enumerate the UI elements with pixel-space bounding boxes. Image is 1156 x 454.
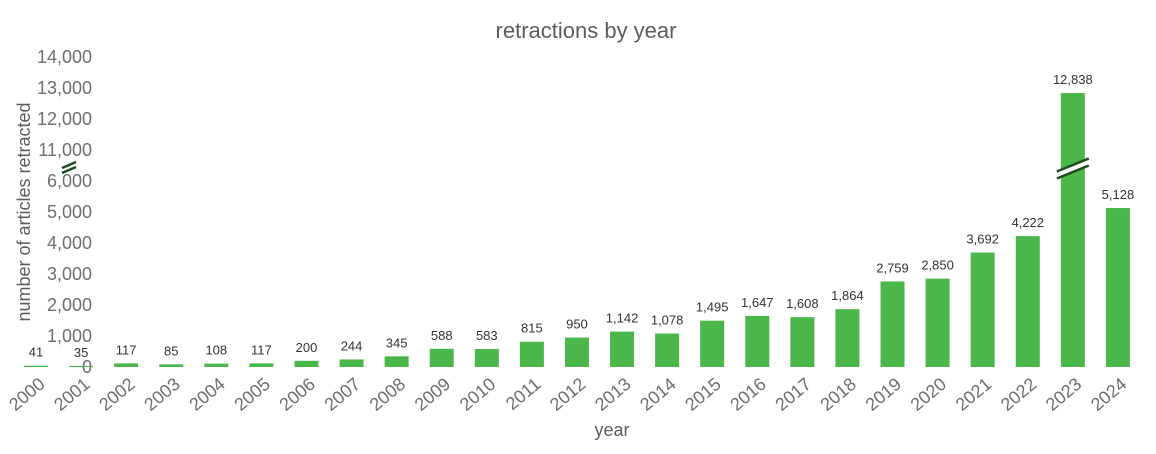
x-tick-label: 2023 [1042,374,1086,415]
bar-2012 [564,337,589,367]
bar-2010 [474,348,499,367]
y-tick-label: 12,000 [37,109,92,129]
y-tick-label: 1,000 [47,326,92,346]
x-tick-label: 2019 [862,374,906,415]
bar-2013 [610,331,635,367]
x-tick-label: 2013 [591,374,635,415]
bar-2000 [24,365,48,367]
data-label: 108 [205,343,227,358]
data-label: 12,838 [1053,72,1093,87]
data-label: 1,608 [786,296,819,311]
data-label: 117 [116,342,137,357]
y-tick-label: 4,000 [47,233,92,253]
data-label: 2,759 [876,260,909,275]
bar-2001 [69,365,94,367]
bar-2008 [384,356,409,367]
x-tick-label: 2002 [95,374,139,415]
bar-2015 [700,320,725,367]
x-tick-label: 2008 [366,374,410,415]
y-tick-label: 3,000 [47,264,92,284]
x-tick-label: 2003 [140,374,184,415]
bar-2003 [159,364,184,367]
x-tick-label: 2009 [411,374,455,415]
x-tick-label: 2000 [5,374,49,415]
x-tick-label: 2004 [185,374,229,415]
bar-2014 [655,333,680,367]
data-label: 2,850 [921,258,954,273]
bar-break-icon [1056,164,1090,180]
x-tick-label: 2022 [997,374,1041,415]
y-axis-label: number of articles retracted [14,102,34,321]
data-label: 583 [476,328,498,343]
bar-2017 [790,317,815,367]
y-tick-label: 5,000 [47,202,92,222]
bar-2005 [249,363,274,367]
x-tick-label: 2011 [502,374,545,414]
bar-2011 [519,341,544,367]
y-tick-label: 13,000 [37,78,92,98]
y-tick-label: 14,000 [37,47,92,67]
bar-2018 [835,309,860,367]
data-label: 4,222 [1011,215,1044,230]
x-tick-label: 2021 [952,374,996,415]
x-tick-label: 2012 [546,374,590,415]
data-label: 1,142 [606,311,639,326]
x-tick-label: 2018 [816,374,860,415]
bar-2020 [925,278,950,367]
axis-break-icon [61,165,77,175]
bar-2021 [970,252,995,367]
y-tick-label: 6,000 [47,171,92,191]
bar-2006 [294,360,319,367]
bar-2023 [1060,93,1085,367]
bar-2007 [339,359,364,367]
data-label: 1,495 [696,300,729,315]
x-tick-label: 2007 [321,374,365,415]
y-tick-label: 11,000 [38,140,92,160]
data-label: 85 [164,343,178,358]
x-axis-label: year [594,420,629,440]
bar-2002 [114,363,139,367]
bar-break-icon [1056,157,1090,173]
y-tick-label: 2,000 [47,295,92,315]
data-label: 1,864 [831,288,864,303]
x-tick-label: 2017 [771,374,815,415]
x-tick-label: 2005 [230,374,274,415]
data-label: 117 [251,342,272,357]
bar-2024 [1105,208,1130,367]
data-label: 345 [386,335,408,350]
x-tick-label: 2001 [50,374,94,415]
x-tick-label: 2010 [456,374,500,415]
data-label: 5,128 [1102,187,1135,202]
data-label: 950 [566,317,588,332]
bar-2009 [429,348,454,367]
x-tick-label: 2016 [726,374,770,415]
data-label: 41 [29,345,43,360]
data-label: 588 [431,328,453,343]
bar-2019 [880,281,905,367]
chart-title: retractions by year [496,18,677,43]
bar-2016 [745,315,770,367]
bar-2022 [1015,236,1040,367]
data-label: 200 [296,340,318,355]
x-tick-label: 2015 [681,374,725,415]
data-label: 244 [341,338,363,353]
x-tick-label: 2020 [907,374,951,415]
data-label: 35 [74,345,88,360]
x-tick-label: 2014 [636,374,680,415]
axis-break-icon [61,160,77,170]
data-label: 1,647 [741,295,774,310]
data-label: 815 [521,321,543,336]
x-tick-label: 2024 [1087,374,1131,415]
x-tick-label: 2006 [276,374,320,415]
bar-2004 [204,363,229,367]
data-label: 3,692 [966,232,999,247]
data-label: 1,078 [651,313,684,328]
